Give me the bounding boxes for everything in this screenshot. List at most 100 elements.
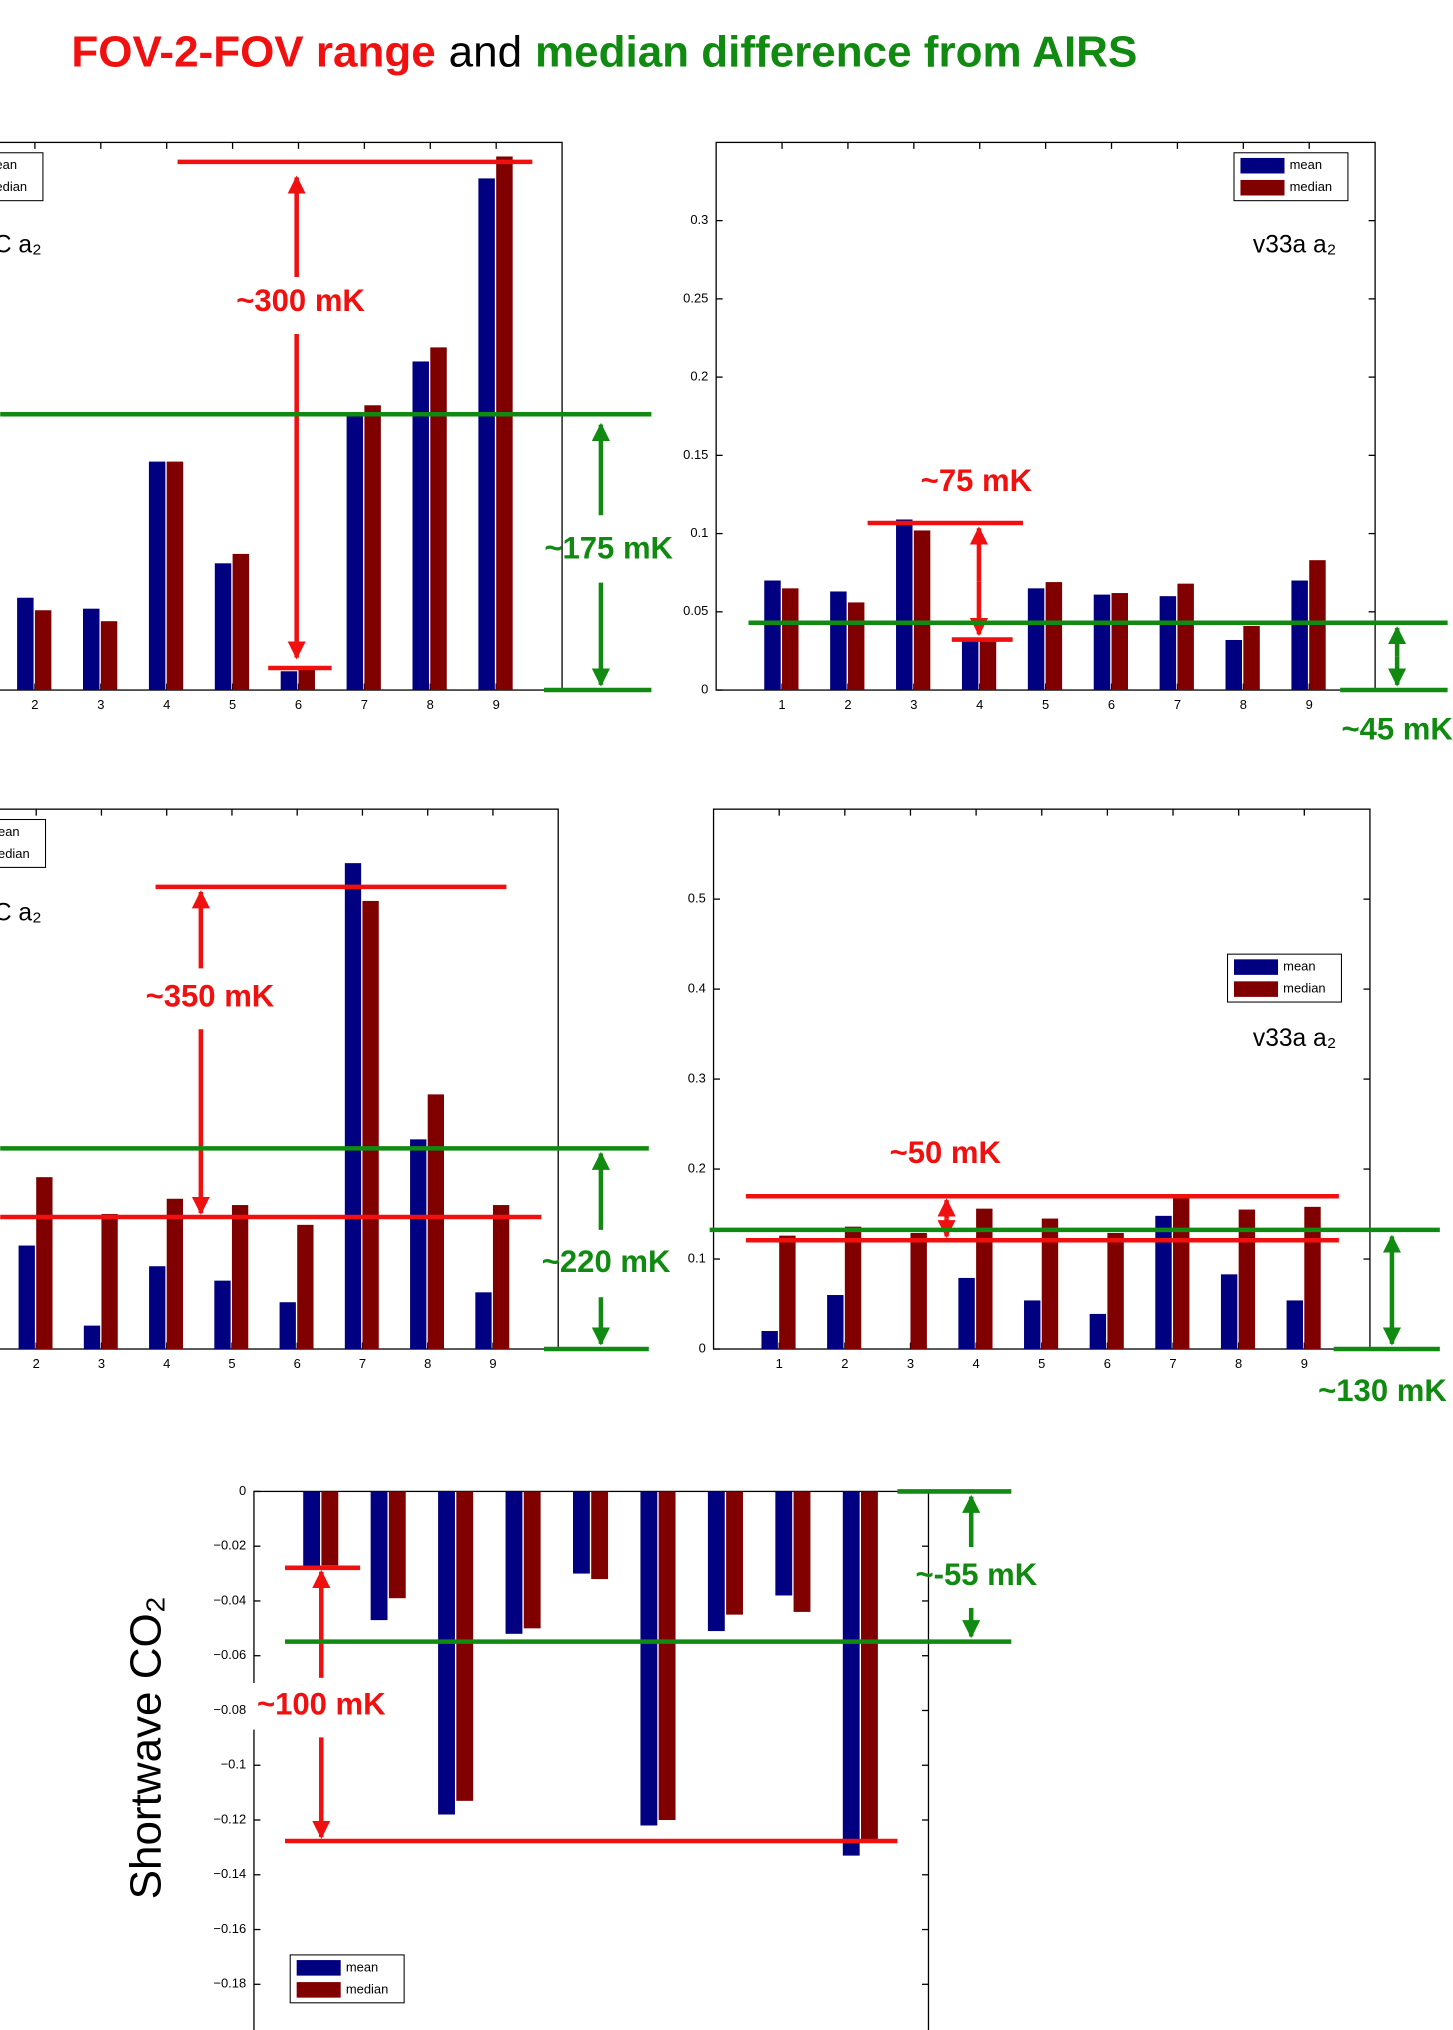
y-tick-label: −0.12 [213,1811,246,1826]
y-axis-label: Shortwave CO₂ [122,1596,171,1899]
bar [303,1491,321,1567]
bar [410,1139,427,1350]
annotation-text: ~350 mK [146,978,275,1013]
bar [1024,1300,1041,1350]
x-tick-label: 7 [1169,1356,1176,1371]
bar [782,588,799,691]
bar [707,1491,725,1632]
bar [793,1491,811,1612]
y-tick-label: 0 [699,1340,706,1355]
plot-frame [0,808,559,1350]
x-tick-label: 4 [163,1356,170,1371]
x-tick-label: 3 [907,1356,914,1371]
x-tick-label: 9 [1306,697,1313,712]
bar [961,639,979,691]
bar [346,416,364,691]
bar [1155,1215,1172,1350]
legend-label: median [1290,179,1332,194]
bar [1089,1313,1107,1350]
legend: mean median [289,1954,405,2004]
x-tick-label: 7 [361,697,368,712]
bar [149,1266,166,1350]
bar [976,1208,993,1350]
annotation-text: ~220 mK [542,1244,671,1279]
legend-swatch [1234,959,1279,975]
legend-label: mean [0,157,17,172]
x-tick-label: 2 [841,1356,848,1371]
bar [478,178,495,691]
legend-swatch [1240,157,1285,174]
legend-swatch [1234,981,1279,997]
x-tick-label: 6 [1108,697,1115,712]
bar [364,405,381,691]
x-tick-label: 2 [844,697,851,712]
x-tick-label: 3 [98,1356,105,1371]
bar [1027,588,1045,691]
x-tick-label: 3 [97,697,104,712]
x-tick-label: 8 [1240,697,1247,712]
legend-label: mean [1283,959,1315,974]
legend-swatch [296,1960,341,1976]
legend: mean median [1233,152,1349,202]
legend-box [0,152,44,202]
bar [362,900,379,1350]
bar [475,1292,492,1350]
plot-frame [712,808,1371,1350]
x-tick-label: 9 [1301,1356,1308,1371]
x-tick-label: 1 [776,1356,783,1371]
bar [844,1226,862,1350]
legend: mean median [0,818,47,868]
chart: 0 −0.02 −0.04 −0.06 −0.08 −0.1 −0.12 −0.14 −0.16… [122,1483,930,2030]
annotation-text: ~-55 mK [916,1557,1038,1592]
bar [1238,1209,1256,1350]
bar [761,1331,778,1350]
bar [430,347,447,691]
chart: 2 3 4 5 6 7 8 9 C a₂ mean median [0,141,563,712]
bar [297,1224,314,1350]
title-part: median difference from AIRS [535,27,1137,76]
bar [492,1205,510,1350]
bar [847,602,865,691]
x-tick-label: 6 [1104,1356,1111,1371]
bar [427,1094,445,1350]
bar [726,1491,743,1615]
legend-label: median [0,846,30,861]
bar [166,1198,184,1350]
bar [505,1491,523,1634]
chart-label: v33a a₂ [1253,1025,1336,1052]
bar [148,461,166,691]
annotation-text: ~75 mK [921,463,1033,498]
bar [775,1491,793,1596]
bar [232,553,250,691]
bar [370,1491,388,1621]
y-tick-label: −0.06 [213,1647,246,1662]
y-tick-label: 0.1 [690,525,708,540]
bar [17,597,34,691]
bar [83,608,100,691]
x-tick-label: 5 [229,697,236,712]
y-tick-label: 0 [239,1483,246,1498]
y-tick-label: −0.02 [213,1538,246,1553]
y-tick-label: 0.2 [690,369,708,384]
x-tick-label: 5 [228,1356,235,1371]
x-tick-label: 2 [31,697,38,712]
legend-box [0,818,47,868]
bar [830,591,847,691]
legend-label: mean [346,1959,378,1974]
bar [979,639,997,691]
chart: 0 0.1 0.2 0.3 0.4 0.5 1 2 3 4 5 6 7 8 9 v33a a₂ mean medi… [688,808,1371,1371]
x-tick-label: 4 [163,697,170,712]
bar [18,1245,35,1350]
bar [842,1491,860,1856]
annotation-text: ~100 mK [257,1687,386,1722]
bar [1220,1274,1238,1350]
y-tick-label: 0.2 [688,1160,706,1175]
bar [896,519,913,691]
bar [861,1491,878,1840]
chart-label: v33a a₂ [1253,231,1336,258]
bar [279,1302,296,1350]
x-tick-label: 8 [1235,1356,1242,1371]
y-tick-label: 0.3 [690,212,708,227]
bar [958,1277,975,1350]
